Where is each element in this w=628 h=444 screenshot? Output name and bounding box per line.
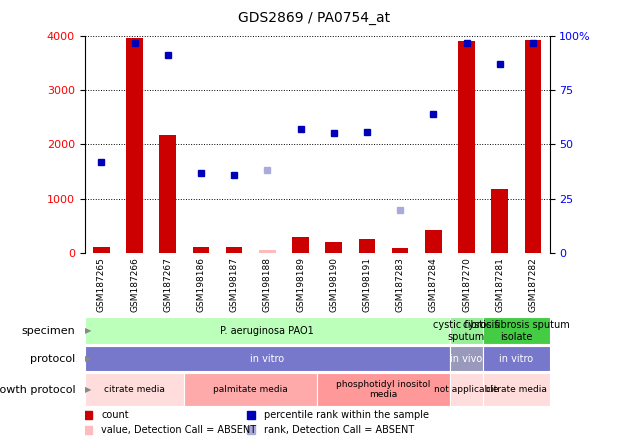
Bar [450, 373, 483, 406]
Text: GSM198191: GSM198191 [362, 257, 371, 312]
Text: GSM187270: GSM187270 [462, 257, 471, 312]
Bar [85, 346, 450, 371]
Text: count: count [101, 410, 129, 420]
Text: in vitro: in vitro [499, 353, 533, 364]
Text: specimen: specimen [21, 326, 75, 336]
Text: ▶: ▶ [85, 326, 91, 335]
Text: GSM198187: GSM198187 [230, 257, 239, 312]
Text: GSM198190: GSM198190 [329, 257, 338, 312]
Text: cystic fibrosis sputum
isolate: cystic fibrosis sputum isolate [463, 320, 570, 341]
Text: citrate media: citrate media [104, 385, 165, 394]
Bar [524, 40, 541, 253]
Bar [392, 248, 408, 253]
Text: growth protocol: growth protocol [0, 385, 75, 395]
Bar [85, 317, 450, 344]
Text: GSM187282: GSM187282 [528, 257, 538, 312]
Text: GSM187266: GSM187266 [130, 257, 139, 312]
Bar [317, 373, 450, 406]
Bar [292, 237, 309, 253]
Bar [483, 317, 550, 344]
Text: GSM187281: GSM187281 [495, 257, 504, 312]
Bar [483, 373, 550, 406]
Text: ▶: ▶ [85, 354, 91, 363]
Bar [185, 373, 317, 406]
Bar [259, 250, 276, 253]
Bar [450, 317, 483, 344]
Text: GSM187265: GSM187265 [97, 257, 106, 312]
Bar [359, 239, 376, 253]
Text: in vitro: in vitro [251, 353, 284, 364]
Text: GSM187267: GSM187267 [163, 257, 172, 312]
Text: value, Detection Call = ABSENT: value, Detection Call = ABSENT [101, 425, 256, 435]
Text: GDS2869 / PA0754_at: GDS2869 / PA0754_at [238, 11, 390, 25]
Text: in vivo: in vivo [450, 353, 483, 364]
Text: phosphotidyl inositol
media: phosphotidyl inositol media [337, 380, 431, 399]
Bar [226, 247, 242, 253]
Text: protocol: protocol [30, 353, 75, 364]
Text: not applicable: not applicable [435, 385, 499, 394]
Bar [483, 346, 550, 371]
Bar [160, 135, 176, 253]
Text: GSM187283: GSM187283 [396, 257, 404, 312]
Text: cystic fibrosis
sputum: cystic fibrosis sputum [433, 320, 500, 341]
Text: GSM198186: GSM198186 [197, 257, 205, 312]
Bar [458, 41, 475, 253]
Bar [492, 190, 508, 253]
Text: rank, Detection Call = ABSENT: rank, Detection Call = ABSENT [264, 425, 414, 435]
Bar [193, 247, 209, 253]
Text: citrate media: citrate media [486, 385, 547, 394]
Bar [425, 230, 441, 253]
Text: P. aeruginosa PAO1: P. aeruginosa PAO1 [220, 326, 314, 336]
Text: GSM187284: GSM187284 [429, 257, 438, 312]
Bar [325, 242, 342, 253]
Bar [85, 373, 185, 406]
Text: GSM198189: GSM198189 [296, 257, 305, 312]
Text: palmitate media: palmitate media [214, 385, 288, 394]
Bar [93, 246, 110, 253]
Bar [450, 346, 483, 371]
Text: GSM198188: GSM198188 [263, 257, 272, 312]
Text: ▶: ▶ [85, 385, 91, 394]
Text: percentile rank within the sample: percentile rank within the sample [264, 410, 429, 420]
Bar [126, 38, 143, 253]
